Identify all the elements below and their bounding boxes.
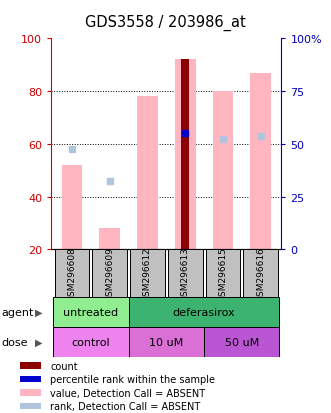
Text: GSM296615: GSM296615 xyxy=(218,246,227,301)
Bar xyxy=(20,389,41,396)
Text: dose: dose xyxy=(2,337,28,347)
Text: rank, Detection Call = ABSENT: rank, Detection Call = ABSENT xyxy=(50,401,201,411)
Text: 10 uM: 10 uM xyxy=(149,337,183,347)
Bar xyxy=(175,60,196,250)
Text: GDS3558 / 203986_at: GDS3558 / 203986_at xyxy=(85,14,246,31)
Text: GSM296612: GSM296612 xyxy=(143,246,152,301)
Bar xyxy=(206,250,240,297)
Text: GSM296613: GSM296613 xyxy=(181,246,190,301)
Bar xyxy=(20,403,41,409)
Bar xyxy=(129,297,279,327)
Bar xyxy=(130,250,165,297)
Bar xyxy=(137,97,158,250)
Bar xyxy=(55,250,89,297)
Text: GSM296616: GSM296616 xyxy=(256,246,265,301)
Text: agent: agent xyxy=(2,307,34,317)
Text: GSM296608: GSM296608 xyxy=(68,246,76,301)
Bar xyxy=(168,250,203,297)
Text: untreated: untreated xyxy=(63,307,118,317)
Text: percentile rank within the sample: percentile rank within the sample xyxy=(50,374,215,384)
Text: deferasirox: deferasirox xyxy=(173,307,235,317)
Bar xyxy=(20,376,41,382)
Bar xyxy=(181,60,189,250)
Bar xyxy=(62,166,82,250)
Bar xyxy=(204,327,279,357)
Text: GSM296609: GSM296609 xyxy=(105,246,114,301)
Text: count: count xyxy=(50,361,78,370)
Bar xyxy=(92,250,127,297)
Bar xyxy=(243,250,278,297)
Text: value, Detection Call = ABSENT: value, Detection Call = ABSENT xyxy=(50,388,206,398)
Text: ▶: ▶ xyxy=(35,307,43,317)
Bar xyxy=(53,297,129,327)
Text: control: control xyxy=(71,337,110,347)
Bar xyxy=(213,92,233,250)
Text: 50 uM: 50 uM xyxy=(225,337,259,347)
Bar xyxy=(99,229,120,250)
Bar xyxy=(20,363,41,369)
Bar xyxy=(53,327,129,357)
Text: ▶: ▶ xyxy=(35,337,43,347)
Bar xyxy=(250,74,271,250)
Bar xyxy=(129,327,204,357)
